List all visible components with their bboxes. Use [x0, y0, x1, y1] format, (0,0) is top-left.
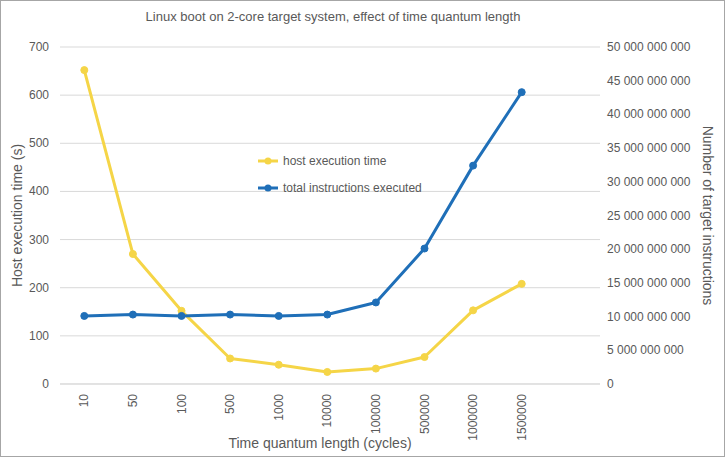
x-tick-label: 100000	[369, 394, 383, 434]
grid-line	[60, 287, 600, 288]
series-marker	[324, 311, 331, 318]
series-marker	[470, 162, 477, 169]
y-tick-label: 600	[29, 88, 49, 102]
legend-marker	[265, 185, 272, 192]
series-marker	[324, 368, 331, 375]
y-tick-label: 0	[42, 377, 49, 391]
x-tick-label: 1000	[272, 394, 286, 421]
series-marker	[372, 365, 379, 372]
y2-tick	[600, 181, 603, 182]
y-tick-label: 100	[29, 329, 49, 343]
y2-tick	[600, 47, 603, 48]
series-marker	[470, 307, 477, 314]
y2-tick	[600, 316, 603, 317]
y2-tick	[600, 282, 603, 283]
series-line	[84, 92, 521, 316]
y2-tick-label: 10 000 000 000	[607, 310, 691, 324]
x-tick-label: 500000	[418, 394, 432, 434]
x-tick-label: 1000000	[466, 394, 480, 441]
series-line	[84, 70, 521, 372]
series-marker	[518, 89, 525, 96]
plot-area	[81, 67, 525, 376]
chart: Linux boot on 2-core target system, effe…	[0, 0, 725, 457]
y2-tick-label: 5 000 000 000	[607, 343, 684, 357]
y2-tick	[600, 350, 603, 351]
y2-tick-label: 0	[607, 377, 614, 391]
y2-tick	[600, 215, 603, 216]
x-axis-title: Time quantum length (cycles)	[228, 435, 411, 451]
x-tick-label: 10	[77, 394, 91, 408]
legend-marker	[265, 158, 272, 165]
grid-line	[60, 384, 600, 385]
series-marker	[227, 311, 234, 318]
title: Linux boot on 2-core target system, effe…	[146, 9, 521, 24]
x-tick-label: 100	[175, 394, 189, 414]
x-tick-label: 1500000	[515, 394, 529, 441]
y2-tick	[600, 249, 603, 250]
y2-tick-label: 30 000 000 000	[607, 175, 691, 189]
legend-label: host execution time	[283, 154, 387, 168]
y2-tick	[600, 148, 603, 149]
x-axis	[60, 384, 600, 385]
y2-tick	[600, 114, 603, 115]
y2-tick-label: 25 000 000 000	[607, 209, 691, 223]
x-tick-label: 500	[223, 394, 237, 414]
y-tick-label: 500	[29, 136, 49, 150]
series-marker	[81, 67, 88, 74]
series-marker	[275, 361, 282, 368]
y2-tick-label: 45 000 000 000	[607, 74, 691, 88]
y-tick-label: 200	[29, 281, 49, 295]
y2-tick-label: 15 000 000 000	[607, 276, 691, 290]
series-marker	[275, 312, 282, 319]
series-marker	[421, 354, 428, 361]
grid-line	[60, 47, 600, 48]
grid-line	[60, 239, 600, 240]
series-marker	[372, 299, 379, 306]
series-marker	[421, 245, 428, 252]
y-tick-label: 700	[29, 40, 49, 54]
y2-tick-label: 35 000 000 000	[607, 141, 691, 155]
y2-axis-title: Number of target instructions	[700, 126, 716, 306]
y2-tick-label: 50 000 000 000	[607, 40, 691, 54]
series-marker	[129, 251, 136, 258]
legend-label: total instructions executed	[283, 181, 422, 195]
series-marker	[178, 312, 185, 319]
grid-line	[60, 335, 600, 336]
y2-tick-label: 20 000 000 000	[607, 242, 691, 256]
y2-tick	[600, 384, 603, 385]
y-tick-label: 400	[29, 184, 49, 198]
y2-tick	[600, 80, 603, 81]
y-axis-title: Host execution time (s)	[9, 144, 25, 287]
chart-border	[1, 1, 725, 457]
x-tick-label: 10000	[320, 394, 334, 428]
y-tick-label: 300	[29, 233, 49, 247]
x-tick-label: 50	[126, 394, 140, 408]
y2-tick-label: 40 000 000 000	[607, 107, 691, 121]
series-marker	[129, 311, 136, 318]
series-marker	[81, 312, 88, 319]
series-marker	[227, 355, 234, 362]
grid-line	[60, 143, 600, 144]
series-marker	[518, 280, 525, 287]
